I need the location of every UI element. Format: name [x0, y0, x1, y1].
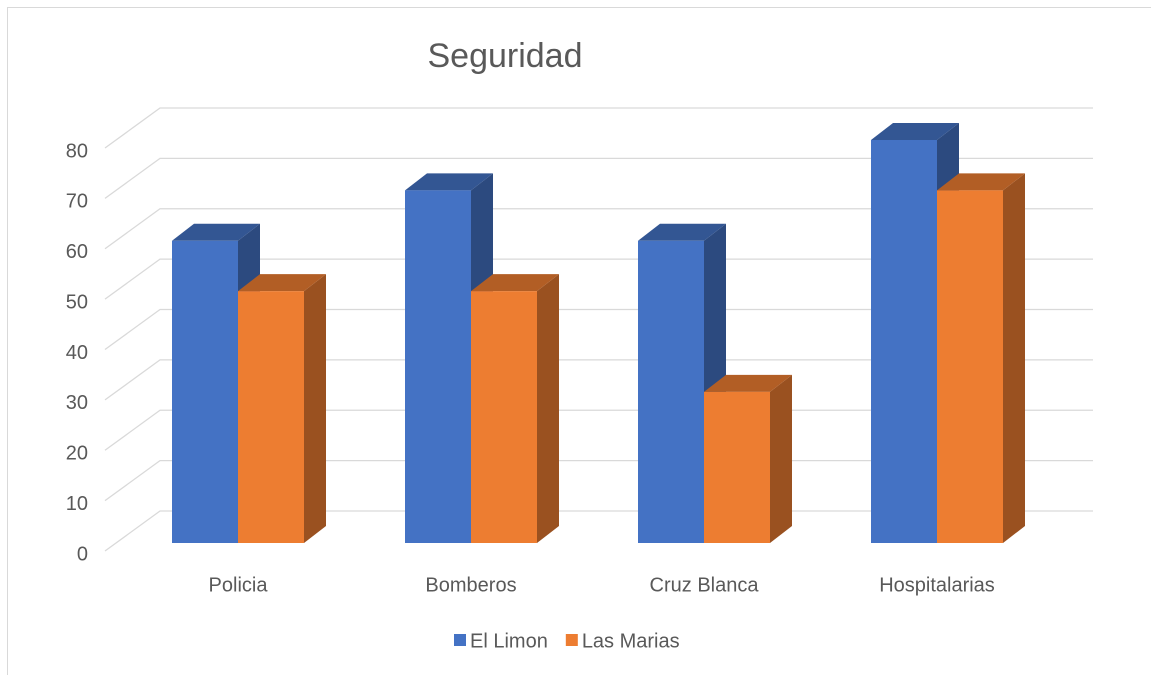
bar-side — [1003, 173, 1025, 543]
bar-top — [704, 374, 792, 392]
y-tick-label: 50 — [66, 291, 88, 313]
y-tick-label: 20 — [66, 443, 88, 465]
bar-front — [871, 140, 937, 543]
grid-line — [104, 258, 1093, 300]
bar-front — [704, 391, 770, 543]
bar-front — [405, 190, 471, 543]
grid-line — [104, 157, 1093, 199]
bar-top — [937, 173, 1025, 191]
grid-line — [104, 359, 1093, 401]
bar-front — [238, 291, 304, 543]
bar-side — [304, 274, 326, 543]
bar-top — [871, 123, 959, 140]
bar-side — [537, 274, 559, 543]
bar-top — [172, 223, 260, 241]
y-tick-label: 30 — [66, 392, 88, 414]
x-tick-label: Hospitalarias — [879, 574, 995, 596]
legend-swatch — [454, 634, 466, 646]
bar-front — [937, 190, 1003, 543]
y-tick-label: 10 — [66, 493, 88, 515]
legend-label: Las Marias — [582, 630, 680, 652]
grid-line — [104, 308, 1093, 351]
bar-top — [471, 274, 559, 292]
bar — [238, 274, 326, 543]
bar — [471, 274, 559, 543]
y-tick-label: 80 — [66, 140, 88, 162]
bar-top — [405, 173, 493, 191]
chart-title: Seguridad — [427, 37, 582, 75]
x-tick-label: Policia — [209, 574, 269, 596]
bar-top — [238, 274, 326, 292]
bar-front — [172, 240, 238, 543]
bar-side — [770, 374, 792, 543]
grid-line — [104, 107, 1093, 149]
legend-swatch — [565, 634, 578, 646]
bar — [937, 173, 1025, 543]
y-tick-label: 70 — [66, 191, 88, 213]
x-tick-label: Cruz Blanca — [650, 574, 760, 596]
x-tick-label: Bomberos — [425, 574, 516, 596]
y-tick-label: 40 — [66, 342, 88, 364]
y-tick-label: 0 — [77, 543, 88, 565]
bar-front — [471, 291, 537, 543]
bar-top — [638, 223, 726, 241]
bar-front — [638, 240, 704, 543]
bar — [704, 374, 792, 543]
grid-line — [104, 208, 1093, 250]
legend-label: El Limon — [470, 630, 548, 652]
y-tick-label: 60 — [66, 241, 88, 263]
